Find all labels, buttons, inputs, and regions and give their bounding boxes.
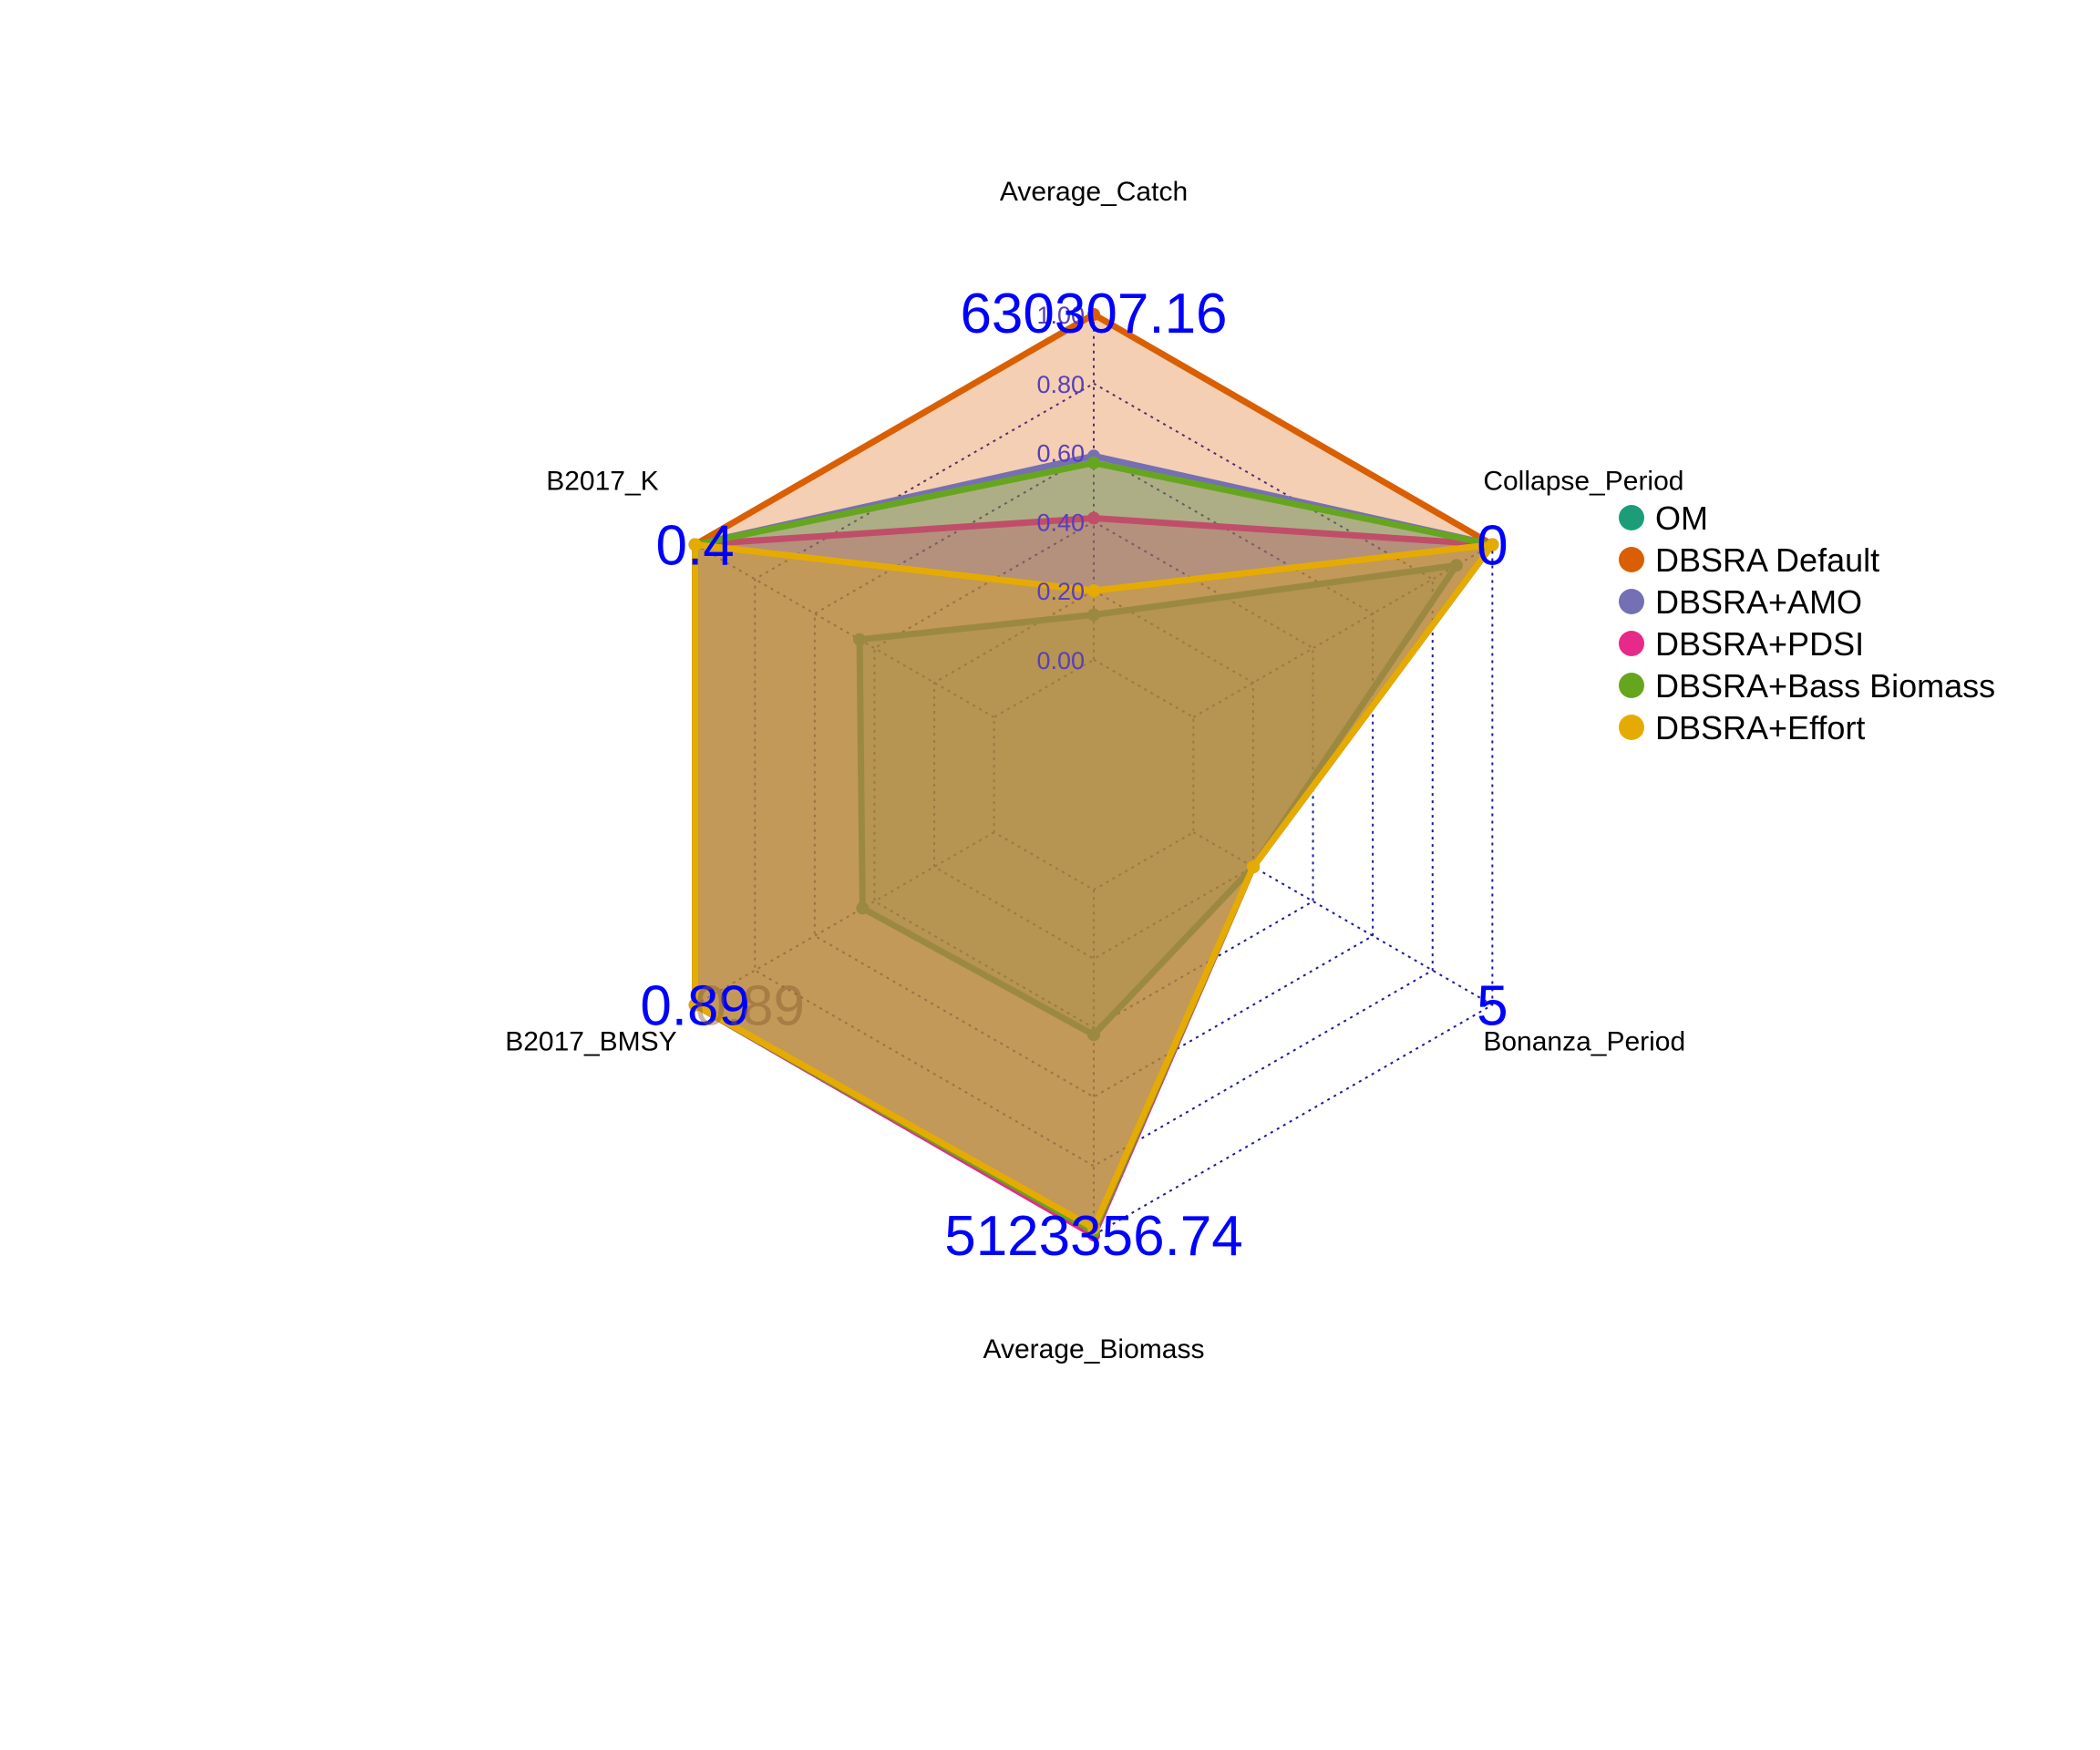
series-point	[1087, 584, 1100, 597]
radial-tick-label: 0.40	[1036, 509, 1085, 536]
axis-max-label: 0.89	[640, 975, 750, 1038]
legend-entry-label: DBSRA+Effort	[1655, 709, 1865, 746]
legend-entry-label: OM	[1655, 499, 1708, 537]
grid-ring	[813, 451, 1374, 1098]
legend-marker	[1619, 673, 1644, 698]
grid-ring	[933, 589, 1254, 961]
axis-name-label: Average_Biomass	[983, 1334, 1205, 1364]
axis-name-label: Collapse_Period	[1483, 467, 1683, 497]
legend-marker	[1619, 547, 1644, 572]
series-point	[1087, 1028, 1100, 1042]
series-point	[1087, 1221, 1100, 1235]
radial-tick-label: 0.60	[1036, 440, 1085, 468]
legend-marker	[1619, 589, 1644, 614]
radial-tick-label: 0.80	[1036, 371, 1085, 398]
series-point	[856, 901, 870, 915]
axis-name-label: B2017_K	[546, 467, 658, 497]
axis-min-label: 0.89	[695, 975, 805, 1038]
series-point	[1087, 511, 1100, 525]
series-point	[1087, 456, 1100, 469]
legend-entry-label: DBSRA+PDSI	[1655, 625, 1864, 663]
legend-marker	[1619, 505, 1644, 530]
legend-marker	[1619, 715, 1644, 740]
grid-ring	[754, 382, 1434, 1168]
series-area	[692, 541, 1496, 1231]
legend-entry-label: DBSRA+AMO	[1655, 583, 1862, 621]
grid-ring	[873, 520, 1314, 1029]
series-point	[1246, 860, 1260, 873]
axis-max-label: 630307.16	[960, 283, 1227, 345]
series-point	[688, 998, 702, 1012]
axis-name-label: B2017_BMSY	[505, 1027, 676, 1057]
series-point	[853, 633, 867, 646]
series-point	[1087, 608, 1100, 622]
axis-max-label: 5	[1477, 975, 1508, 1038]
axis-max-label: 0	[1477, 515, 1508, 578]
radial-tick-label: 0.20	[1036, 578, 1085, 605]
radial-tick-label: 1.00	[1036, 302, 1085, 329]
legend-entry-label: DBSRA Default	[1655, 541, 1879, 579]
legend: OM DBSRA Default DBSRA+AMO DBSRA+PDSI DBSRA+…	[1619, 499, 1995, 746]
legend-entry-label: DBSRA+Bass Biomass	[1655, 667, 1995, 705]
radial-tick-label: 0.00	[1036, 647, 1085, 674]
radar-series	[688, 308, 1499, 1241]
series-point	[1486, 538, 1499, 551]
series-point	[1449, 559, 1463, 572]
series-point	[1087, 308, 1100, 321]
axis-max-label: 5123356.74	[944, 1205, 1243, 1268]
axis-name-label: Average_Catch	[1000, 177, 1188, 207]
axis-name-label: Bonanza_Period	[1483, 1027, 1685, 1057]
series-point	[688, 538, 702, 551]
radar-labels: 0.000.200.400.600.801.00Average_Catch630…	[505, 177, 1685, 1364]
axis-max-label: 0.4	[656, 515, 735, 578]
legend-marker	[1619, 631, 1644, 656]
